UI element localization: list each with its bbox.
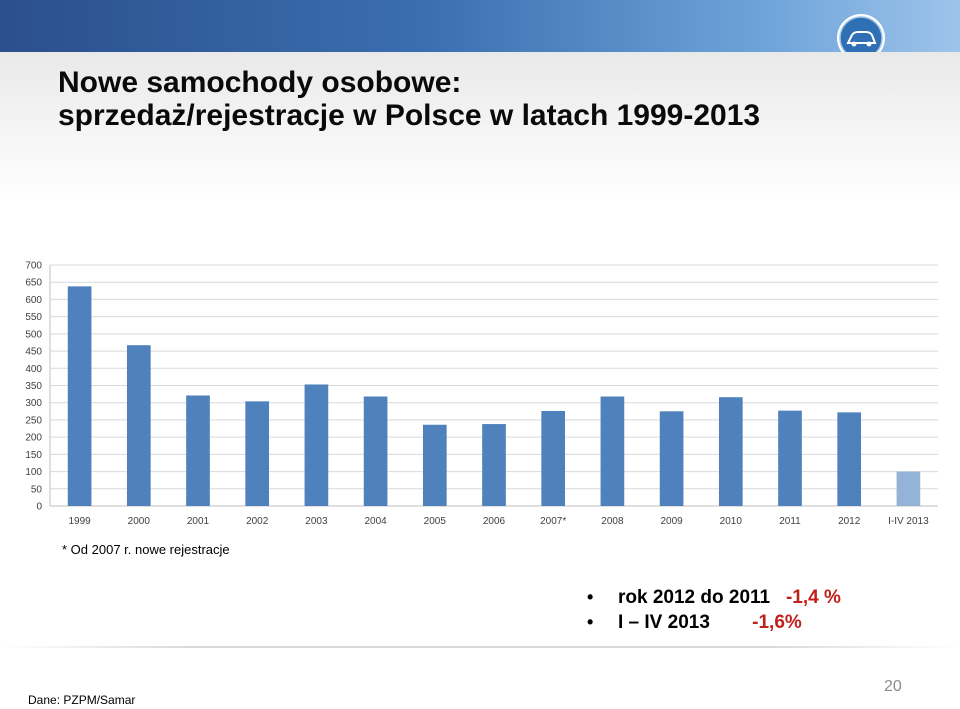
x-tick-label: 2001 [187,516,210,527]
y-tick-label: 250 [25,415,42,426]
header-bar [0,0,960,52]
summary-label: I – IV 2013 [618,612,753,633]
bar [541,410,566,506]
summary-value: -1,4 % [785,587,841,608]
slide-title: Nowe samochody osobowe: sprzedaż/rejestr… [58,66,760,132]
y-tick-label: 500 [25,329,42,340]
x-tick-label: 2008 [601,516,624,527]
y-tick-label: 600 [25,295,42,306]
x-axis-ticks: 1999 2000 2001 2002 2003 2004 2005 2006 2007* 200… [68,516,929,527]
bar [600,396,625,506]
x-tick-label: 2004 [364,516,387,527]
y-tick-label: 400 [25,364,42,375]
footer-divider [0,646,960,648]
bar [422,424,447,506]
x-tick-label: 2000 [128,516,151,527]
bar [304,384,329,506]
car-logo-icon [837,14,885,62]
bar [126,345,151,506]
summary-item-2012: rok 2012 do 2011 -1,4 % [585,585,841,610]
y-axis-ticks: 0 50 100 150 200 250 300 350 400 450 500 550 600 650 7… [25,261,42,513]
bar [778,410,802,506]
x-tick-label: 2009 [660,516,683,527]
x-tick-label: 2006 [483,516,506,527]
bar [245,401,270,506]
x-tick-label: 1999 [68,516,91,527]
x-tick-label: 2011 [779,516,801,527]
bar [363,396,388,506]
x-tick-label: I-IV 2013 [888,516,929,527]
bar [659,411,684,506]
x-tick-label: 2002 [246,516,269,527]
y-tick-label: 450 [25,347,42,358]
x-tick-label: 2003 [305,516,328,527]
chart-footnote: * Od 2007 r. nowe rejestracje [62,542,230,557]
y-tick-label: 0 [36,502,42,513]
summary-list: rok 2012 do 2011 -1,4 % I – IV 2013 -1,6… [585,585,841,635]
y-tick-label: 550 [25,312,42,323]
y-tick-label: 200 [25,433,42,444]
y-tick-label: 100 [25,467,42,478]
x-tick-label: 2010 [720,516,743,527]
bar [482,424,506,506]
summary-label: rok 2012 do 2011 [618,587,786,608]
summary-value: -1,6% [752,612,802,633]
y-tick-label: 50 [31,484,43,495]
title-background [0,52,960,202]
bar-chart: 0 50 100 150 200 250 300 350 400 450 500 550 600 650 7… [25,261,938,527]
title-line-2: sprzedaż/rejestracje w Polsce w latach 1… [58,99,761,132]
y-tick-label: 700 [25,261,42,272]
x-tick-label: 2005 [424,516,447,527]
summary-item-2013: I – IV 2013 -1,6% [585,610,841,635]
y-tick-label: 300 [25,398,42,409]
bar [837,412,862,506]
bar [186,395,210,506]
bar [67,286,92,506]
y-tick-label: 650 [25,278,42,289]
bar [718,397,743,506]
data-source: Dane: PZPM/Samar [28,693,136,707]
chart-bars [67,286,921,506]
x-tick-label: 2012 [838,516,861,527]
y-tick-label: 350 [25,381,42,392]
page-number: 20 [884,678,902,695]
x-tick-label: 2007* [540,516,566,527]
y-tick-label: 150 [25,450,42,461]
bar [896,471,921,506]
title-line-1: Nowe samochody osobowe: [58,66,462,99]
